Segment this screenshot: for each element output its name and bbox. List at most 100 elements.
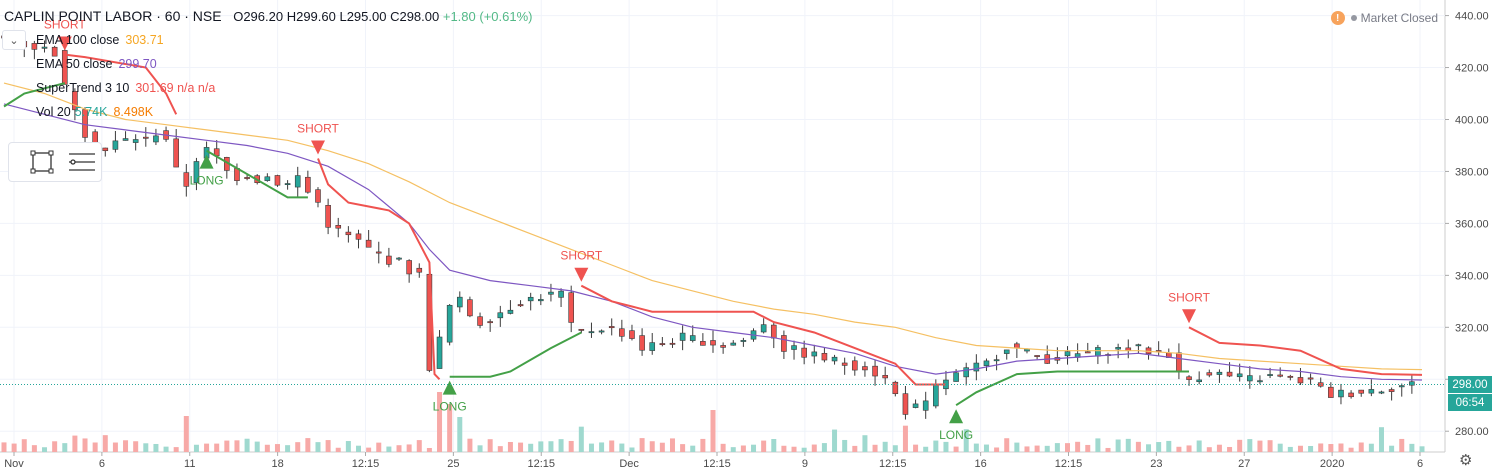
candle-body: [872, 365, 878, 377]
market-status-label: Market Closed: [1360, 11, 1438, 25]
candle-body: [1297, 377, 1304, 384]
volume-bar: [234, 440, 240, 452]
candle-body: [305, 176, 311, 193]
candle-body: [1277, 374, 1283, 377]
volume-bar: [447, 404, 453, 452]
volume-bar: [1156, 442, 1162, 452]
volume-bar: [518, 442, 524, 452]
candle-body: [386, 255, 392, 265]
candle-body: [396, 257, 402, 260]
volume-bar: [1267, 440, 1273, 452]
candle-body: [467, 299, 473, 317]
candle-body: [760, 324, 767, 333]
long-signal-label: LONG: [939, 428, 973, 442]
rectangle-tool-icon[interactable]: [30, 150, 54, 174]
volume-bar: [1227, 446, 1233, 452]
volume-bar: [264, 444, 270, 452]
candle-body: [993, 359, 1000, 362]
candle-body: [1115, 347, 1121, 350]
candle-body: [1064, 351, 1071, 357]
collapse-legend-button[interactable]: ⌄: [2, 30, 26, 50]
volume-bar: [1409, 443, 1415, 452]
candle-body: [922, 400, 929, 411]
volume-bar: [872, 444, 878, 452]
ohlc-values: O296.20 H299.60 L295.00 C298.00: [233, 9, 440, 24]
volume-bar: [578, 426, 584, 452]
candle-body: [1328, 386, 1334, 398]
status-dot-icon: [1350, 15, 1357, 21]
candle-body: [456, 296, 463, 308]
candle-body: [1398, 385, 1405, 388]
volume-bar: [437, 392, 443, 452]
legend-supertrend[interactable]: SuperTrend 3 10 301.69 n/a n/a: [36, 81, 215, 95]
candle-body: [264, 176, 271, 181]
volume-bar: [214, 443, 220, 452]
candle-body: [1267, 374, 1273, 376]
legend-value: 303.71: [125, 33, 164, 47]
volume-bar: [994, 447, 1000, 452]
legend-volume[interactable]: Vol 20 5.74K 8.498K: [36, 105, 153, 119]
market-status[interactable]: ! Market Closed: [1330, 11, 1438, 25]
volume-bar: [356, 445, 361, 452]
volume-bar: [204, 443, 210, 452]
legend-ema100[interactable]: EMA 100 close 303.71: [36, 33, 164, 47]
volume-bar: [325, 440, 331, 452]
volume-bar: [274, 444, 280, 452]
volume-bar: [285, 445, 291, 452]
y-tick-label: 280.00: [1455, 426, 1489, 438]
volume-bar: [558, 439, 564, 452]
gear-icon[interactable]: ⚙: [1459, 452, 1473, 469]
candle-body: [1176, 352, 1182, 372]
volume-bar: [295, 442, 301, 452]
candle-body: [791, 345, 797, 350]
volume-bar: [487, 439, 493, 452]
lines-tool-icon[interactable]: [69, 153, 95, 171]
x-tick-label: 2020: [1320, 458, 1344, 470]
symbol-title[interactable]: CAPLIN POINT LABOR · 60 · NSE: [4, 8, 222, 24]
volume-bar: [811, 444, 817, 452]
short-signal-label: SHORT: [297, 121, 339, 135]
volume-bar: [730, 447, 736, 452]
supertrend-up-line: [955, 370, 1189, 407]
candle-body: [639, 335, 645, 351]
volume-bar: [11, 443, 17, 452]
candle-body: [1358, 389, 1365, 394]
long-signal-label: LONG: [433, 400, 467, 414]
volume-bar: [1277, 443, 1283, 452]
volume-bar: [1105, 447, 1111, 452]
supertrend-up-line: [449, 331, 582, 378]
x-tick-label: Dec: [619, 458, 639, 470]
candle-body: [629, 330, 635, 339]
candle-body: [1409, 381, 1415, 386]
volume-bar: [913, 444, 919, 452]
volume-bar: [1, 442, 7, 452]
short-signal-arrow: [310, 140, 325, 155]
candle-body: [1257, 380, 1263, 383]
candle-body: [558, 290, 564, 298]
candle-body: [963, 367, 970, 378]
x-tick-label: 12:15: [879, 458, 907, 470]
long-signal-arrow: [949, 409, 964, 424]
volume-bar: [1419, 446, 1425, 452]
candle-body: [72, 91, 78, 111]
volume-bar: [1166, 440, 1172, 452]
candle-body: [284, 183, 291, 186]
volume-bar: [193, 444, 199, 452]
volume-bar: [1125, 438, 1131, 452]
volume-bar: [305, 438, 311, 452]
x-tick-label: Nov: [4, 458, 24, 470]
candle-body: [31, 43, 38, 50]
volume-bar: [943, 441, 949, 452]
x-tick-label: 23: [1150, 458, 1162, 470]
volume-bar: [1308, 445, 1314, 452]
legend-ema50[interactable]: EMA 50 close 299.70: [36, 57, 157, 71]
candle-body: [102, 147, 109, 152]
short-signal-label: SHORT: [560, 249, 602, 263]
volume-bar: [973, 443, 979, 452]
candle-body: [598, 330, 605, 333]
x-tick-label: 6: [1417, 458, 1423, 470]
volume-bar: [923, 446, 929, 452]
candle-body: [345, 231, 352, 236]
volume-bar: [771, 438, 777, 452]
